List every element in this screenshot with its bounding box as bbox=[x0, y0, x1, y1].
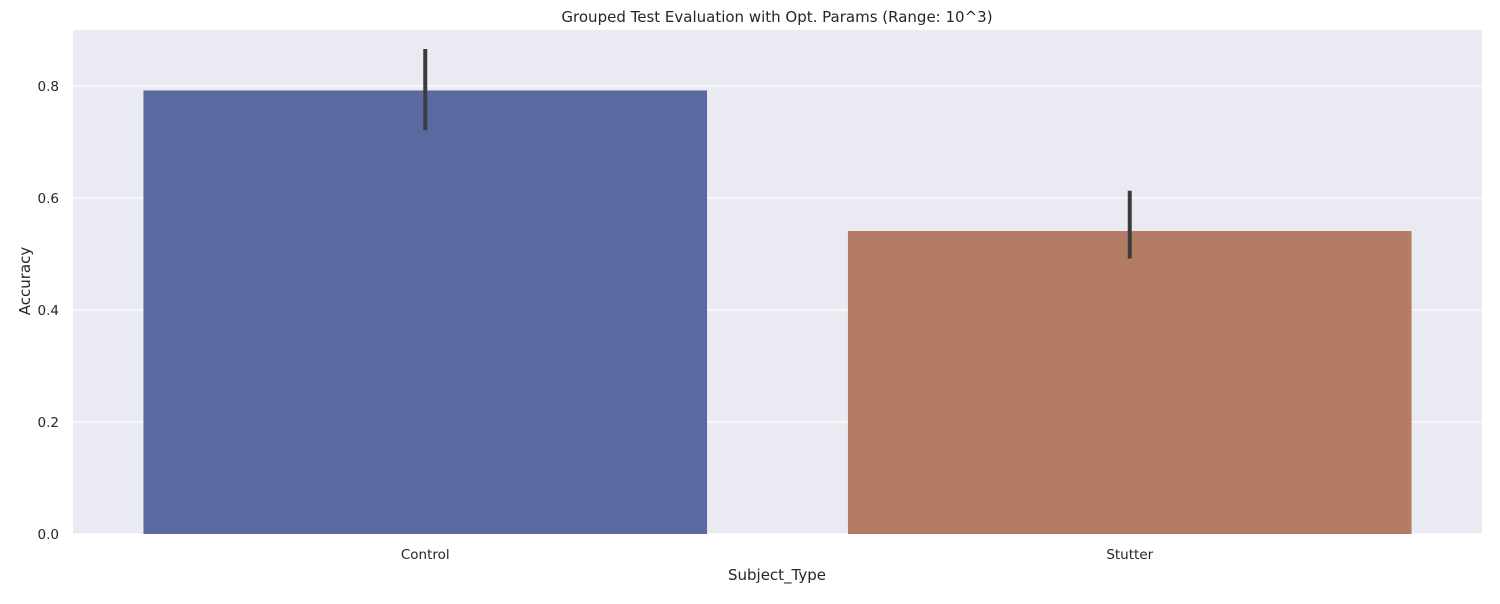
x-tick-labels: Control Stutter bbox=[401, 547, 1154, 563]
x-axis-label: Subject_Type bbox=[728, 566, 826, 585]
y-axis-label: Accuracy bbox=[16, 247, 34, 316]
bar-control bbox=[143, 90, 708, 534]
x-tick-label: Stutter bbox=[1106, 547, 1153, 563]
error-bars bbox=[423, 49, 1132, 259]
chart-title: Grouped Test Evaluation with Opt. Params… bbox=[561, 8, 992, 26]
y-tick-label: 0.2 bbox=[38, 415, 59, 431]
y-tick-label: 0.6 bbox=[38, 191, 59, 207]
y-tick-label: 0.0 bbox=[38, 527, 59, 543]
y-tick-label: 0.8 bbox=[38, 79, 59, 95]
bars bbox=[143, 90, 1412, 535]
y-tick-label: 0.4 bbox=[38, 303, 59, 319]
y-tick-labels: 0.0 0.2 0.4 0.6 0.8 bbox=[38, 79, 59, 543]
bar-stutter bbox=[847, 231, 1412, 535]
x-tick-label: Control bbox=[401, 547, 450, 563]
